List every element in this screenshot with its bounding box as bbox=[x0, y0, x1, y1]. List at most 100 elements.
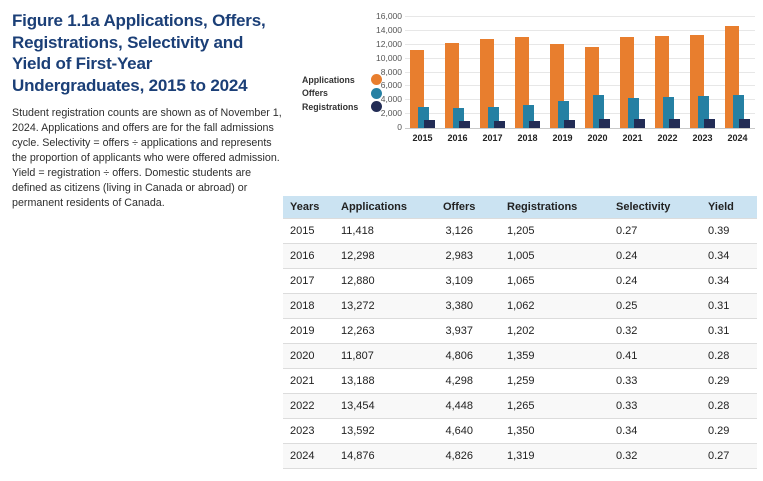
table-row: 2023 13,592 4,640 1,350 0.34 0.29 bbox=[283, 418, 757, 444]
table-cell: 4,826 bbox=[443, 443, 475, 469]
bar-group-2020 bbox=[580, 18, 615, 128]
table-cell: 2022 bbox=[283, 393, 335, 419]
bar-chart: Applications Offers Registrations 0 2,000 4,… bbox=[288, 8, 763, 158]
bar-group-2018 bbox=[510, 18, 545, 128]
legend-row-applications: Applications bbox=[302, 74, 382, 85]
y-axis-label: 8,000 bbox=[380, 66, 402, 77]
gridline bbox=[405, 113, 755, 115]
table-header-cell: Applications bbox=[335, 196, 443, 219]
table-cell: 0.39 bbox=[707, 218, 757, 244]
bar-offers-2019 bbox=[558, 100, 569, 128]
y-axis-label: 16,000 bbox=[376, 11, 402, 21]
table-header-row: Years Applications Offers Registrations Sele… bbox=[283, 196, 757, 219]
table-row: 2020 11,807 4,806 1,359 0.41 0.28 bbox=[283, 343, 757, 369]
bar-offers-2015 bbox=[418, 106, 429, 128]
table-header-cell: Registrations bbox=[475, 196, 615, 219]
bar-registrations-2022 bbox=[669, 119, 680, 128]
registrations-swatch bbox=[371, 101, 382, 112]
table-cell: 2023 bbox=[283, 418, 335, 444]
table-cell: 12,263 bbox=[335, 318, 443, 344]
table-cell: 14,876 bbox=[335, 443, 443, 469]
table-cell: 3,380 bbox=[443, 293, 475, 319]
figure-description: Student registration counts are shown as… bbox=[12, 107, 282, 209]
x-axis-label: 2019 bbox=[552, 133, 573, 143]
table-cell: 0.32 bbox=[615, 318, 707, 344]
table-cell: 2,983 bbox=[443, 243, 475, 269]
table-cell: 0.28 bbox=[707, 393, 757, 419]
bar-registrations-2016 bbox=[459, 121, 470, 128]
x-axis-label: 2022 bbox=[657, 133, 678, 143]
table-row: 2024 14,876 4,826 1,319 0.32 0.27 bbox=[283, 443, 757, 469]
table-cell: 0.25 bbox=[615, 293, 707, 319]
table-row: 2018 13,272 3,380 1,062 0.25 0.31 bbox=[283, 293, 757, 319]
table-row: 2022 13,454 4,448 1,265 0.33 0.28 bbox=[283, 393, 757, 419]
data-table-section: Years Applications Offers Registrations Sele… bbox=[283, 196, 757, 469]
table-cell: 1,062 bbox=[475, 293, 615, 319]
table-cell: 2015 bbox=[283, 218, 335, 244]
figure-text-panel: Figure 1.1a Applications, Offers, Regist… bbox=[12, 10, 282, 211]
table-cell: 1,259 bbox=[475, 368, 615, 394]
bar-registrations-2023 bbox=[704, 118, 715, 128]
table-cell: 12,880 bbox=[335, 268, 443, 294]
table-cell: 13,592 bbox=[335, 418, 443, 444]
bar-registrations-2024 bbox=[739, 118, 750, 128]
legend-label: Applications bbox=[302, 74, 355, 85]
bar-registrations-2021 bbox=[634, 119, 645, 128]
bar-registrations-2017 bbox=[494, 120, 505, 128]
table-cell: 2024 bbox=[283, 443, 335, 469]
table-cell: 4,806 bbox=[443, 343, 475, 369]
table-cell: 0.33 bbox=[615, 393, 707, 419]
table-cell: 0.34 bbox=[707, 243, 757, 269]
table-header-cell: Offers bbox=[443, 196, 475, 219]
table-cell: 3,109 bbox=[443, 268, 475, 294]
bar-group-2022 bbox=[650, 18, 685, 128]
bar-group-2023 bbox=[685, 18, 720, 128]
y-axis-label: 4,000 bbox=[380, 94, 402, 105]
bar-group-2015 bbox=[405, 18, 440, 128]
table-header-cell: Selectivity bbox=[615, 196, 707, 219]
gridline bbox=[405, 57, 755, 59]
x-axis-label: 2023 bbox=[692, 133, 713, 143]
table-cell: 0.34 bbox=[615, 418, 707, 444]
figure-title: Figure 1.1a Applications, Offers, Regist… bbox=[12, 11, 266, 95]
y-axis-label: 14,000 bbox=[376, 24, 402, 35]
bar-group-2017 bbox=[475, 18, 510, 128]
legend-label: Offers bbox=[302, 88, 328, 98]
table-cell: 4,640 bbox=[443, 418, 475, 444]
table-cell: 0.27 bbox=[615, 218, 707, 244]
table-cell: 1,319 bbox=[475, 443, 615, 469]
bar-offers-2018 bbox=[523, 104, 534, 128]
table-cell: 1,202 bbox=[475, 318, 615, 344]
table-cell: 12,298 bbox=[335, 243, 443, 269]
table-cell: 4,298 bbox=[443, 368, 475, 394]
bar-registrations-2018 bbox=[529, 120, 540, 128]
table-row: 2016 12,298 2,983 1,005 0.24 0.34 bbox=[283, 243, 757, 269]
bar-offers-2023 bbox=[698, 96, 709, 128]
table-cell: 13,188 bbox=[335, 368, 443, 394]
bar-registrations-2020 bbox=[599, 118, 610, 128]
table-cell: 0.41 bbox=[615, 343, 707, 369]
x-axis-label: 2015 bbox=[412, 133, 433, 143]
table-cell: 13,454 bbox=[335, 393, 443, 419]
table-cell: 4,448 bbox=[443, 393, 475, 419]
gridline bbox=[405, 71, 755, 73]
table-cell: 0.33 bbox=[615, 368, 707, 394]
table-cell: 3,126 bbox=[443, 218, 475, 244]
legend-label: Registrations bbox=[302, 101, 359, 112]
bar-offers-2017 bbox=[488, 106, 499, 128]
x-axis-label: 2020 bbox=[587, 133, 608, 143]
x-axis-label: 2016 bbox=[447, 133, 468, 143]
gridline bbox=[405, 99, 755, 101]
legend-row-registrations: Registrations bbox=[302, 101, 382, 112]
table-cell: 2018 bbox=[283, 293, 335, 319]
bar-group-2016 bbox=[440, 18, 475, 128]
table-cell: 0.24 bbox=[615, 243, 707, 269]
bar-group-2021 bbox=[615, 18, 650, 128]
table-cell: 0.29 bbox=[707, 418, 757, 444]
y-axis-label: 10,000 bbox=[376, 52, 402, 63]
table-cell: 11,807 bbox=[335, 343, 443, 369]
offers-swatch bbox=[371, 87, 382, 99]
table-header-cell: Yield bbox=[707, 196, 757, 219]
table-cell: 1,065 bbox=[475, 268, 615, 294]
table-cell: 1,005 bbox=[475, 243, 615, 269]
